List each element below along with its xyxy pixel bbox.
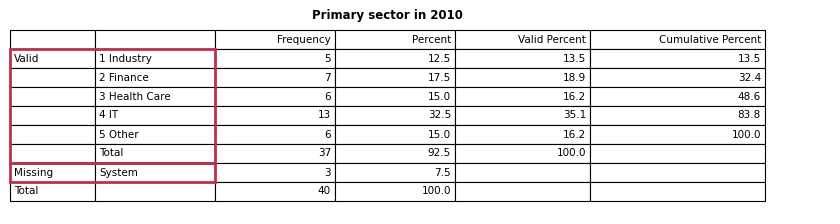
Bar	[10, 49, 95, 68]
Bar	[335, 68, 455, 87]
Bar	[10, 30, 95, 49]
Text: 18.9: 18.9	[563, 73, 586, 82]
Bar	[95, 144, 215, 163]
Bar	[95, 87, 215, 106]
Text: 13.5: 13.5	[563, 54, 586, 63]
Bar	[95, 182, 215, 201]
Bar	[590, 30, 765, 49]
Bar	[95, 49, 215, 68]
Bar	[10, 182, 95, 201]
Text: 100.0: 100.0	[732, 129, 761, 140]
Text: System: System	[99, 168, 138, 177]
Bar	[95, 30, 215, 49]
Text: 3: 3	[324, 168, 331, 177]
Bar	[10, 125, 95, 144]
Bar	[335, 49, 455, 68]
Text: 2 Finance: 2 Finance	[99, 73, 149, 82]
Bar	[590, 144, 765, 163]
Text: 13.5: 13.5	[738, 54, 761, 63]
Bar	[10, 68, 95, 87]
Bar	[455, 182, 590, 201]
Bar	[335, 87, 455, 106]
Bar	[455, 163, 590, 182]
Text: 5 Other: 5 Other	[99, 129, 139, 140]
Text: 5: 5	[324, 54, 331, 63]
Bar	[10, 144, 95, 163]
Text: Total: Total	[99, 149, 123, 159]
Text: 32.5: 32.5	[428, 110, 451, 121]
Text: 35.1: 35.1	[563, 110, 586, 121]
Text: 3 Health Care: 3 Health Care	[99, 91, 171, 101]
Text: 40: 40	[318, 187, 331, 196]
Text: 100.0: 100.0	[557, 149, 586, 159]
Bar	[215, 68, 335, 87]
Bar	[455, 87, 590, 106]
Bar	[455, 144, 590, 163]
Bar	[215, 125, 335, 144]
Bar	[10, 49, 215, 163]
Bar	[95, 125, 215, 144]
Bar	[455, 49, 590, 68]
Text: 6: 6	[324, 129, 331, 140]
Bar	[10, 106, 95, 125]
Bar	[590, 163, 765, 182]
Text: Percent: Percent	[412, 34, 451, 45]
Text: 15.0: 15.0	[428, 91, 451, 101]
Bar	[590, 49, 765, 68]
Text: 1 Industry: 1 Industry	[99, 54, 152, 63]
Bar	[455, 125, 590, 144]
Bar	[10, 87, 95, 106]
Text: Primary sector in 2010: Primary sector in 2010	[312, 9, 463, 22]
Bar	[455, 30, 590, 49]
Bar	[215, 49, 335, 68]
Text: Missing: Missing	[14, 168, 53, 177]
Bar	[215, 144, 335, 163]
Text: 15.0: 15.0	[428, 129, 451, 140]
Bar	[335, 125, 455, 144]
Bar	[10, 163, 215, 182]
Bar	[590, 106, 765, 125]
Bar	[95, 163, 215, 182]
Bar	[455, 68, 590, 87]
Text: 37: 37	[318, 149, 331, 159]
Text: Frequency: Frequency	[277, 34, 331, 45]
Text: 7.5: 7.5	[434, 168, 451, 177]
Bar	[215, 106, 335, 125]
Bar	[590, 182, 765, 201]
Bar	[335, 30, 455, 49]
Text: 12.5: 12.5	[428, 54, 451, 63]
Bar	[215, 87, 335, 106]
Bar	[335, 163, 455, 182]
Text: 32.4: 32.4	[738, 73, 761, 82]
Bar	[10, 163, 95, 182]
Bar	[590, 125, 765, 144]
Bar	[215, 30, 335, 49]
Text: 13: 13	[318, 110, 331, 121]
Bar	[215, 182, 335, 201]
Text: 4 IT: 4 IT	[99, 110, 118, 121]
Text: Valid Percent: Valid Percent	[518, 34, 586, 45]
Bar	[215, 163, 335, 182]
Bar	[335, 144, 455, 163]
Text: 92.5: 92.5	[428, 149, 451, 159]
Text: 16.2: 16.2	[563, 91, 586, 101]
Text: 7: 7	[324, 73, 331, 82]
Bar	[590, 87, 765, 106]
Bar	[335, 106, 455, 125]
Text: Total: Total	[14, 187, 39, 196]
Bar	[335, 182, 455, 201]
Text: Cumulative Percent: Cumulative Percent	[659, 34, 761, 45]
Bar	[590, 68, 765, 87]
Text: 6: 6	[324, 91, 331, 101]
Text: Valid: Valid	[14, 54, 39, 63]
Text: 83.8: 83.8	[738, 110, 761, 121]
Bar	[95, 68, 215, 87]
Bar	[95, 106, 215, 125]
Text: 16.2: 16.2	[563, 129, 586, 140]
Bar	[455, 106, 590, 125]
Text: 17.5: 17.5	[428, 73, 451, 82]
Text: 100.0: 100.0	[422, 187, 451, 196]
Text: 48.6: 48.6	[738, 91, 761, 101]
